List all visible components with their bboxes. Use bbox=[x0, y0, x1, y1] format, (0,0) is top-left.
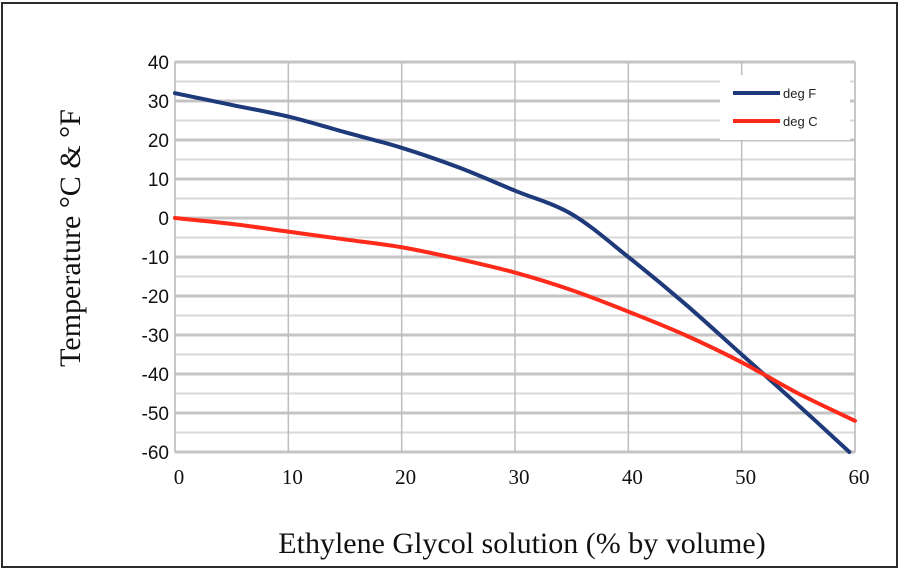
x-tick-label: 30 bbox=[509, 465, 530, 489]
y-tick-label: -10 bbox=[142, 248, 169, 269]
x-tick-label: 50 bbox=[735, 465, 756, 489]
y-tick-label: -30 bbox=[142, 326, 169, 347]
y-tick-label: -40 bbox=[142, 365, 169, 386]
x-tick-label: 60 bbox=[849, 465, 870, 489]
x-tick-label: 20 bbox=[395, 465, 416, 489]
y-tick-label: 30 bbox=[148, 92, 169, 113]
y-tick-label: 10 bbox=[148, 170, 169, 191]
legend: deg F deg C bbox=[720, 75, 850, 140]
x-tick-label: 10 bbox=[282, 465, 303, 489]
y-tick-label: -20 bbox=[142, 287, 169, 308]
y-axis-title: Temperature °C & °F bbox=[54, 109, 87, 367]
y-tick-labels: 40 30 20 10 0 -10 -20 -30 -40 -50 -60 bbox=[142, 53, 169, 464]
x-tick-labels: 0 10 20 30 40 50 60 bbox=[174, 465, 870, 489]
legend-label-deg-f: deg F bbox=[783, 86, 816, 101]
series-line-deg-c bbox=[173, 216, 857, 423]
x-tick-label: 0 bbox=[174, 465, 185, 489]
series-lines bbox=[173, 91, 857, 454]
x-tick-label: 40 bbox=[622, 465, 643, 489]
y-tick-label: 0 bbox=[158, 209, 169, 230]
y-tick-label: -50 bbox=[142, 404, 169, 425]
legend-label-deg-c: deg C bbox=[783, 114, 818, 129]
legend-box bbox=[720, 75, 850, 140]
y-tick-label: 20 bbox=[148, 131, 169, 152]
x-axis-title: Ethylene Glycol solution (% by volume) bbox=[278, 527, 765, 560]
series-line-deg-f bbox=[173, 91, 852, 454]
y-tick-label: 40 bbox=[148, 53, 169, 74]
y-tick-label: -60 bbox=[142, 443, 169, 464]
